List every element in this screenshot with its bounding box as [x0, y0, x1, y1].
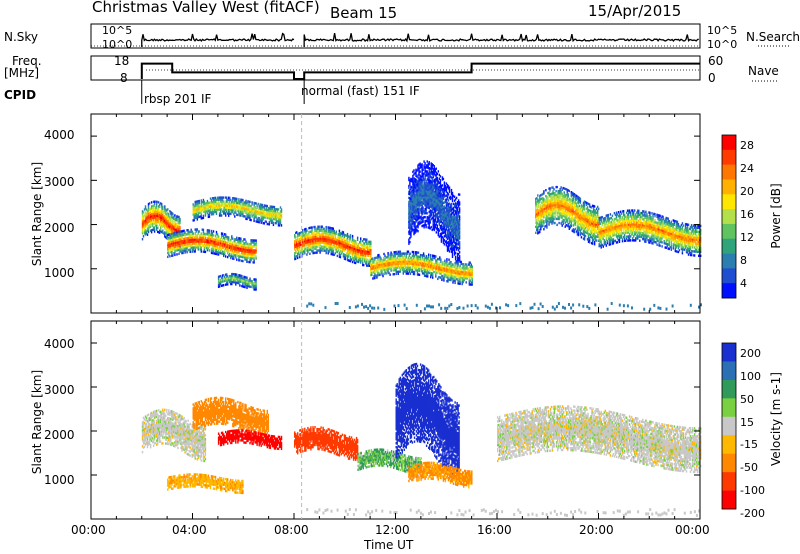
station-title: Christmas Valley West (fitACF)	[92, 0, 320, 16]
nsearch-label: N.Search	[746, 30, 800, 44]
velocity-colorbar-swatch-4	[722, 416, 736, 436]
velocity-ytick-3000: 3000	[44, 383, 75, 397]
freq-unit: [MHz]	[4, 66, 40, 80]
velocity-cb-tick-200: 200	[740, 347, 761, 360]
power-colorbar-swatch-3	[722, 179, 736, 195]
cpid-label: CPID	[4, 88, 37, 102]
xtick-0000: 00:00	[71, 523, 106, 537]
xtick-0800: 08:00	[274, 523, 309, 537]
power-colorbar-frame	[721, 134, 737, 299]
velocity-colorbar-swatch-7	[722, 472, 736, 491]
power-colorbar-swatch-9	[722, 268, 736, 284]
power-cb-tick-8: 8	[740, 254, 747, 267]
power-colorbar-swatch-5	[722, 209, 736, 225]
xaxis-label: Time UT	[364, 538, 414, 552]
freq-label: Freq.	[12, 54, 42, 68]
velocity-colorbar-swatch-5	[722, 435, 736, 454]
freq-tick-low: 8	[120, 71, 128, 85]
power-ytick-4000: 4000	[44, 128, 75, 142]
xtick-2000: 20:00	[579, 523, 614, 537]
velocity-cb-tick-50: 50	[740, 393, 754, 406]
power-heatmap-cells	[141, 160, 702, 311]
velocity-colorbar-swatch-6	[722, 453, 736, 473]
power-colorbar-swatch-8	[722, 253, 736, 269]
cpid-segment-rbsp: rbsp 201 IF	[144, 92, 212, 106]
power-colorbar-swatch-10	[722, 283, 736, 299]
power-cb-tick-28: 28	[740, 139, 754, 152]
velocity-cb-tick-m100: -100	[740, 484, 765, 497]
xtick-2400: 00:00	[675, 523, 710, 537]
date-label: 15/Apr/2015	[588, 2, 682, 20]
power-colorbar-swatch-7	[722, 238, 736, 254]
nave-tick-low: 0	[708, 71, 716, 85]
power-panel-frame	[90, 113, 701, 314]
power-colorbar-swatch-4	[722, 194, 736, 210]
nsky-label: N.Sky	[4, 30, 39, 44]
velocity-cb-tick-m15: -15	[740, 438, 758, 451]
velocity-colorbar-swatch-8	[722, 490, 736, 510]
power-colorbar-swatch-2	[722, 164, 736, 180]
freq-tick-high: 18	[114, 54, 130, 68]
beam-label: Beam 15	[330, 4, 398, 22]
nsearch-tick-high: 10^5	[707, 24, 738, 37]
power-cb-tick-24: 24	[740, 162, 754, 175]
velocity-colorbar-swatch-1	[722, 361, 736, 381]
velocity-ytick-2000: 2000	[44, 428, 75, 442]
velocity-ytick-4000: 4000	[44, 337, 75, 351]
velocity-ytick-1000: 1000	[44, 473, 75, 487]
nsky-tick-high: 10^5	[102, 24, 133, 37]
xtick-0400: 04:00	[172, 523, 207, 537]
velocity-ylabel: Slant Range [km]	[30, 369, 44, 475]
velocity-colorbar-swatch-3	[722, 398, 736, 418]
velocity-colorbar-swatch-2	[722, 379, 736, 399]
velocity-cb-label: Velocity [m s-1]	[769, 372, 783, 466]
velocity-cb-tick-100: 100	[740, 370, 761, 383]
nave-tick-high: 60	[708, 54, 724, 68]
nsky-series-0	[141, 32, 295, 47]
nsky-panel	[90, 23, 701, 49]
power-ytick-2000: 2000	[44, 221, 75, 235]
power-cb-tick-20: 20	[740, 185, 754, 198]
nsearch-tick-low: 10^0	[707, 38, 738, 51]
power-colorbar-swatch-0	[722, 135, 736, 151]
power-colorbar-swatch-6	[722, 223, 736, 240]
xtick-1600: 16:00	[477, 523, 512, 537]
power-ytick-1000: 1000	[44, 266, 75, 280]
velocity-colorbar-frame	[721, 342, 737, 510]
cpid-segment-normal: normal (fast) 151 IF	[301, 84, 420, 98]
power-cb-tick-12: 12	[740, 231, 754, 244]
power-cb-label: Power [dB]	[769, 183, 783, 249]
nsky-series-1	[303, 32, 699, 47]
xtick-1200: 12:00	[375, 523, 410, 537]
power-cb-tick-16: 16	[740, 208, 754, 221]
power-ytick-3000: 3000	[44, 175, 75, 189]
velocity-colorbar-swatch-0	[722, 343, 736, 362]
nsky-tick-low: 10^0	[102, 38, 133, 51]
power-cb-tick-4: 4	[740, 277, 747, 290]
velocity-cb-tick-15: 15	[740, 416, 754, 429]
power-colorbar-swatch-1	[722, 149, 736, 165]
freq-series	[140, 62, 700, 80]
power-ylabel: Slant Range [km]	[30, 161, 44, 267]
velocity-heatmap-cells	[141, 362, 702, 517]
velocity-cb-tick-m200: -200	[740, 507, 765, 520]
velocity-cb-tick-m50: -50	[740, 461, 758, 474]
freq-panel	[90, 55, 701, 81]
nave-label: Nave	[748, 64, 779, 78]
